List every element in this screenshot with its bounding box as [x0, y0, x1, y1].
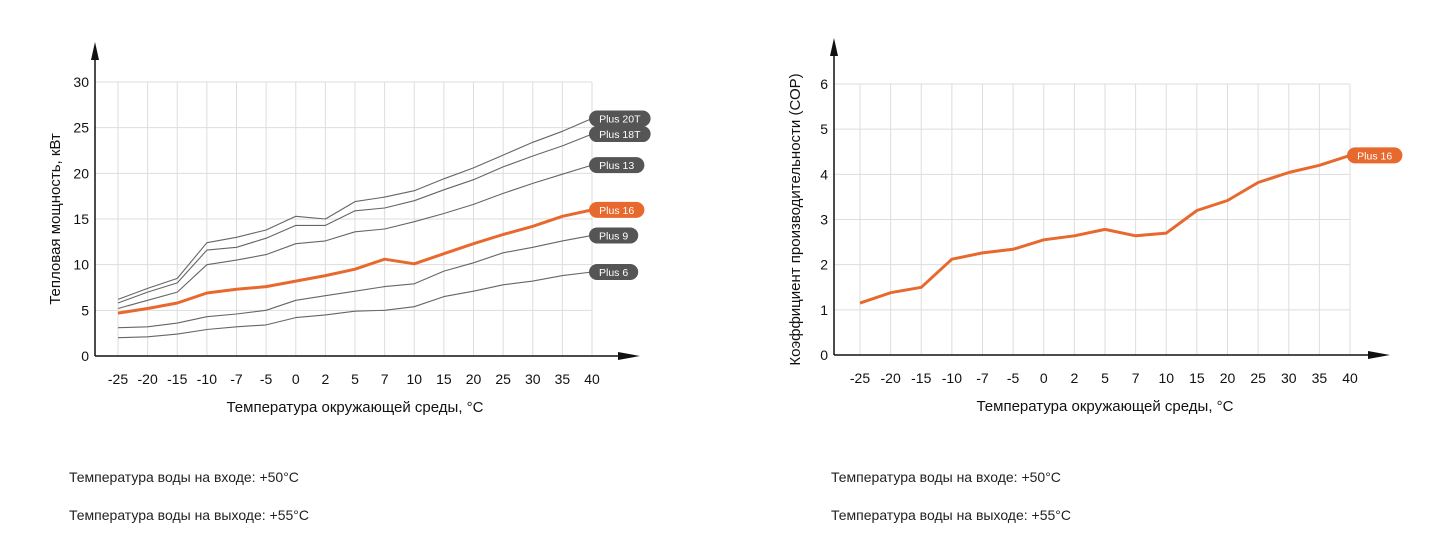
- x-tick-label: -7: [230, 371, 243, 387]
- series-label-badge-plus-6: [589, 263, 639, 280]
- series-line-plus-16: [859, 153, 1351, 305]
- y-axis-title: Коэффициент производительности (СОР): [787, 73, 804, 365]
- series-label-plus-6: Plus 6: [599, 267, 628, 279]
- x-tick-label: -10: [942, 370, 962, 386]
- x-tick-label: 2: [321, 371, 329, 387]
- x-tick-label: 25: [495, 371, 511, 387]
- series-line-plus-9: [117, 234, 593, 329]
- x-tick-label: 5: [1101, 370, 1109, 386]
- x-tick-label: -25: [108, 371, 128, 387]
- series-label-badge-plus-20t: [589, 110, 651, 127]
- x-tick-label: 10: [406, 371, 422, 387]
- x-tick-label: -15: [911, 370, 931, 386]
- y-tick-label: 30: [73, 74, 89, 90]
- y-tick-label: 6: [820, 76, 828, 92]
- x-tick-label: 15: [1189, 370, 1205, 386]
- series-label-plus-9: Plus 9: [599, 230, 628, 242]
- x-axis-title: Температура окружающей среды, °С: [226, 399, 483, 416]
- x-tick-label: 25: [1250, 370, 1266, 386]
- y-tick-label: 10: [73, 257, 89, 273]
- y-tick-label: 0: [820, 347, 828, 363]
- left-outlet-temp-note: Температура воды на выходе: +55°С: [69, 507, 309, 523]
- right-outlet-temp-note: Температура воды на выходе: +55°С: [831, 507, 1071, 523]
- y-axis-arrow: [91, 42, 99, 60]
- y-tick-label: 2: [820, 257, 828, 273]
- x-axis-arrow: [1368, 351, 1390, 359]
- x-tick-label: -25: [850, 370, 870, 386]
- y-tick-label: 1: [820, 302, 828, 318]
- series-label-badge-plus-13: [589, 157, 645, 174]
- x-tick-label: 20: [466, 371, 482, 387]
- x-tick-label: 0: [1040, 370, 1048, 386]
- series-line-plus-13: [117, 164, 593, 310]
- y-tick-label: 15: [73, 211, 89, 227]
- series-label-badge-plus-16: [1347, 147, 1403, 164]
- series-label-badge-plus-16: [589, 201, 645, 218]
- series-line-plus-6: [117, 271, 593, 339]
- x-tick-label: 35: [555, 371, 571, 387]
- series-label-badge-plus-9: [589, 227, 639, 244]
- x-tick-label: -5: [260, 371, 273, 387]
- series-line-plus-20t: [117, 117, 593, 300]
- y-tick-label: 20: [73, 165, 89, 181]
- x-axis-title: Температура окружающей среды, °С: [976, 398, 1233, 415]
- y-axis-arrow: [830, 38, 838, 56]
- x-tick-label: 10: [1158, 370, 1174, 386]
- x-tick-label: 35: [1312, 370, 1328, 386]
- x-tick-label: -10: [197, 371, 217, 387]
- x-tick-label: 7: [1132, 370, 1140, 386]
- y-tick-label: 5: [820, 121, 828, 137]
- series-label-plus-16: Plus 16: [599, 205, 634, 217]
- x-tick-label: 30: [525, 371, 541, 387]
- x-tick-label: 40: [1342, 370, 1358, 386]
- series-line-plus-16: [117, 208, 593, 315]
- series-label-plus-20t: Plus 20T: [599, 114, 641, 126]
- x-tick-label: -20: [881, 370, 901, 386]
- y-tick-label: 4: [820, 166, 828, 182]
- series-line-plus-18t: [117, 133, 593, 304]
- y-tick-label: 3: [820, 212, 828, 228]
- x-tick-label: 5: [351, 371, 359, 387]
- series-label-badge-plus-18t: [589, 126, 651, 143]
- left-inlet-temp-note: Температура воды на входе: +50°С: [69, 469, 299, 485]
- x-tick-label: 2: [1070, 370, 1078, 386]
- series-label-plus-18t: Plus 18T: [599, 129, 641, 141]
- x-tick-label: -15: [167, 371, 187, 387]
- x-axis-arrow: [618, 352, 640, 360]
- x-tick-label: 15: [436, 371, 452, 387]
- y-axis-title: Тепловая мощность, кВт: [47, 133, 64, 305]
- x-tick-label: 20: [1220, 370, 1236, 386]
- right-inlet-temp-note: Температура воды на входе: +50°С: [831, 469, 1061, 485]
- x-tick-label: 0: [292, 371, 300, 387]
- y-tick-label: 0: [81, 348, 89, 364]
- series-label-plus-13: Plus 13: [599, 160, 634, 172]
- x-tick-label: -7: [976, 370, 989, 386]
- x-tick-label: 40: [584, 371, 600, 387]
- series-label-plus-16: Plus 16: [1357, 150, 1392, 162]
- y-tick-label: 25: [73, 120, 89, 136]
- x-tick-label: -20: [138, 371, 158, 387]
- x-tick-label: -5: [1007, 370, 1020, 386]
- x-tick-label: 7: [381, 371, 389, 387]
- y-tick-label: 5: [81, 302, 89, 318]
- x-tick-label: 30: [1281, 370, 1297, 386]
